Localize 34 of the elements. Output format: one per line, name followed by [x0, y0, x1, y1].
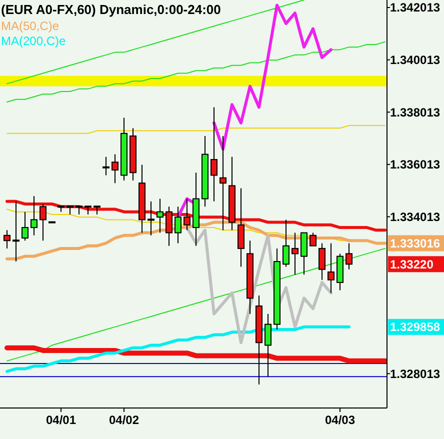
candlestick	[300, 232, 308, 276]
candlestick	[4, 230, 10, 249]
y-tick-label: 1.340013	[390, 53, 440, 68]
chart-title: (EUR A0-FX,60) Dynamic,0:00-24:00	[1, 2, 221, 17]
candlestick	[346, 242, 352, 270]
x-tick-label: 04/03	[324, 413, 356, 427]
text: MA(50,C)e	[1, 19, 60, 33]
y-tick-label: 1.342013	[390, 0, 440, 15]
y-tick-label: 1.328013	[390, 366, 440, 381]
candlestick	[22, 211, 28, 242]
candlestick	[328, 242, 334, 294]
x-tick-label: 04/02	[108, 413, 140, 427]
candlestick	[318, 242, 326, 280]
text: 1.329858	[390, 320, 440, 334]
line-series	[6, 248, 386, 362]
text: 1.33220	[390, 257, 434, 272]
y-tick-label: 1.334013	[390, 210, 440, 224]
candlestick	[112, 154, 118, 184]
candlestick	[210, 106, 218, 202]
y-tick-label: 1.338013	[390, 105, 440, 120]
text: MA(200,C)e	[1, 34, 66, 48]
y-tick-label: 1.336013	[390, 158, 440, 172]
candlestick	[30, 196, 38, 236]
text: 1.333016	[390, 236, 440, 250]
candlestick	[264, 313, 272, 378]
candlestick	[156, 198, 164, 234]
candlestick	[174, 206, 182, 244]
line-series	[6, 325, 350, 373]
x-tick-label: 04/01	[46, 413, 76, 427]
candlestick	[310, 232, 316, 246]
candlestick	[282, 219, 290, 268]
line-series	[186, 226, 332, 344]
line-series	[6, 125, 386, 134]
candlestick	[292, 232, 298, 276]
